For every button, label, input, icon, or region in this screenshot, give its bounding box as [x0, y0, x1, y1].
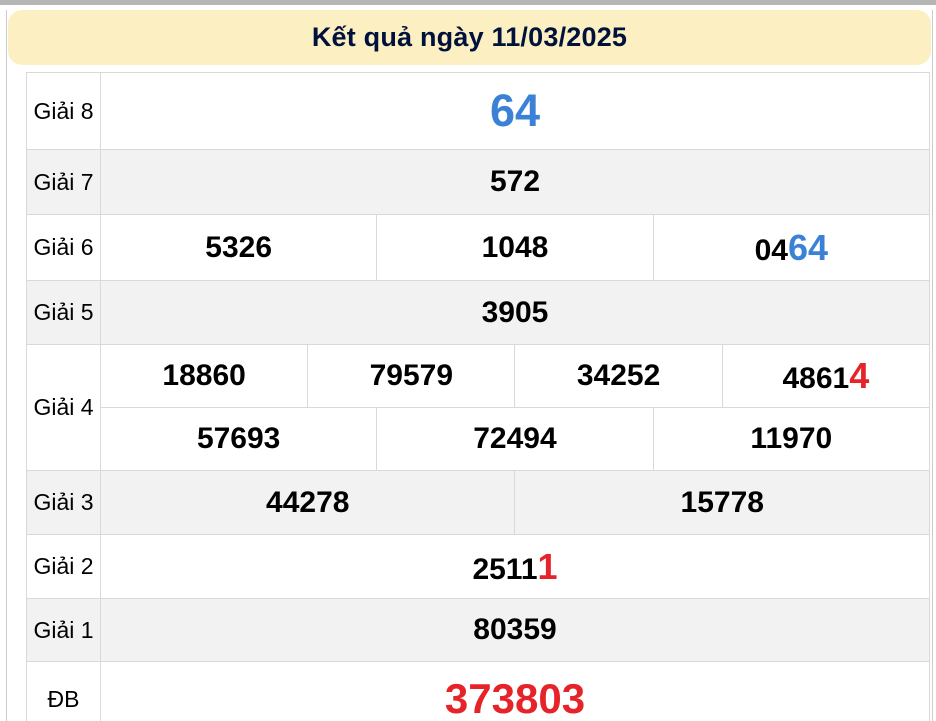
prize2-value-cell: 25111: [100, 534, 930, 599]
prize5-number: 3905: [481, 295, 549, 329]
special-prize-value-cell: 373803: [100, 661, 930, 721]
prize2-number-prefix: 2511: [472, 552, 538, 586]
prize3-number-2: 15778: [680, 485, 764, 519]
top-divider-bar: [0, 0, 936, 5]
prize4-label: Giải 4: [26, 344, 101, 471]
table-row-prize4-line2: 57693 72494 11970: [27, 407, 931, 471]
prize4-number-4-prefix: 4861: [782, 362, 850, 395]
prize4-number-4-highlight: 4: [849, 355, 870, 396]
prize8-number: 64: [489, 85, 541, 136]
prize4-value-cell-4: 48614: [721, 344, 931, 408]
prize1-value-cell: 80359: [100, 598, 930, 662]
prize6-value-cell-1: 5326: [99, 214, 378, 281]
prize4-number-3: 34252: [576, 359, 661, 392]
results-header-banner: Kết quả ngày 11/03/2025: [8, 10, 931, 65]
prize3-label: Giải 3: [26, 470, 101, 535]
prize4-value-cell-6: 72494: [376, 407, 654, 471]
prize4-number-6: 72494: [473, 422, 557, 455]
table-row-prize6: Giải 6 5326 1048 0464: [26, 214, 931, 281]
prize7-number: 572: [489, 165, 541, 198]
prize4-value-cell-5: 57693: [99, 407, 378, 471]
table-row-prize3: Giải 3 44278 15778: [26, 470, 930, 535]
prize4-number-7: 11970: [750, 422, 833, 455]
prize1-number: 80359: [473, 613, 557, 646]
prize8-label: Giải 8: [26, 72, 101, 150]
prize3-number-1: 44278: [266, 485, 350, 519]
prize5-value-cell: 3905: [100, 280, 930, 345]
prize7-label: Giải 7: [26, 149, 101, 215]
prize6-value-cell-3: 0464: [652, 214, 931, 281]
prize4-number-1: 18860: [162, 359, 246, 392]
prize4-number-2: 79579: [369, 359, 454, 392]
prize4-value-cell-2: 79579: [307, 344, 516, 408]
prize2-label: Giải 2: [26, 534, 101, 599]
results-table: Giải 8 64 Giải 7 572 Giải 6 5326 1048: [26, 72, 931, 721]
page-title: Kết quả ngày 11/03/2025: [311, 22, 628, 52]
prize6-number-2: 1048: [481, 230, 549, 264]
prize3-value-cell-2: 15778: [514, 470, 930, 535]
prize2-number-highlight: 1: [537, 545, 558, 587]
prize6-number-1: 5326: [205, 230, 273, 264]
prize4-value-cell-7: 11970: [652, 407, 931, 471]
table-row-prize5: Giải 5 3905: [26, 280, 930, 345]
prize5-label: Giải 5: [26, 280, 101, 345]
results-panel: Kết quả ngày 11/03/2025 Giải 8 64 Giải 7…: [6, 10, 933, 721]
prize4-number-5: 57693: [196, 422, 281, 455]
prize1-label: Giải 1: [26, 598, 101, 662]
table-row-prize8: Giải 8 64: [26, 72, 930, 150]
table-row-prize2: Giải 2 25111: [26, 534, 930, 599]
special-prize-label: ĐB: [26, 661, 101, 721]
prize8-value-cell: 64: [100, 72, 930, 150]
prize6-value-cell-2: 1048: [376, 214, 654, 281]
table-row-special-prize: ĐB 373803: [26, 661, 930, 721]
prize4-value-cell-1: 18860: [99, 344, 309, 408]
prize4-value-cell-3: 34252: [514, 344, 723, 408]
prize3-value-cell-1: 44278: [99, 470, 516, 535]
prize6-number-3-prefix: 04: [754, 233, 788, 267]
table-row-prize7: Giải 7 572: [26, 149, 930, 215]
prize6-number-3-highlight: 64: [787, 226, 829, 268]
special-prize-number: 373803: [444, 675, 586, 721]
prize7-value-cell: 572: [100, 149, 930, 215]
table-row-prize1: Giải 1 80359: [26, 598, 930, 662]
table-row-prize4-line1: Giải 4 18860 79579 34252 48614: [26, 344, 931, 471]
prize6-label: Giải 6: [26, 214, 101, 281]
